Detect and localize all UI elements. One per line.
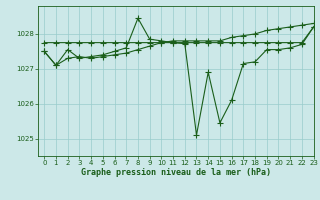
X-axis label: Graphe pression niveau de la mer (hPa): Graphe pression niveau de la mer (hPa) xyxy=(81,168,271,177)
